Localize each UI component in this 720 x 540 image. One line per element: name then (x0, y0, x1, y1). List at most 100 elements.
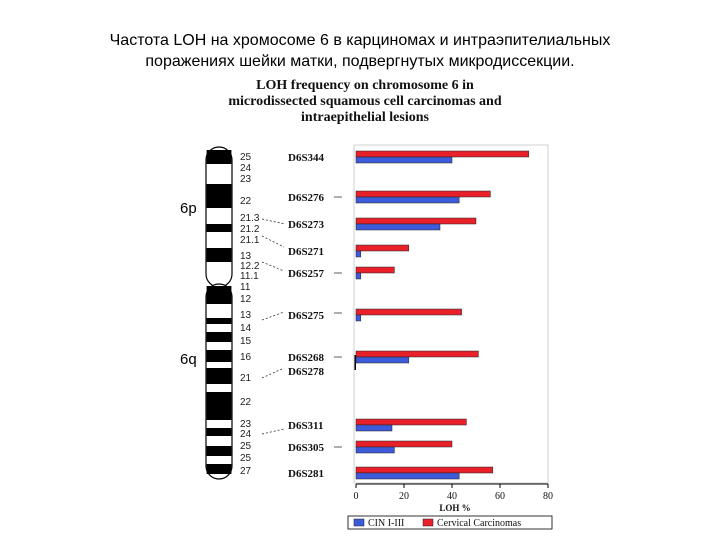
x-tick-label: 20 (399, 491, 409, 502)
slide-title: Частота LOH на хромосоме 6 в карциномах … (40, 30, 680, 72)
leader-line (261, 367, 285, 379)
chromosome-band-q-7 (206, 332, 232, 342)
legend-box (347, 515, 553, 530)
chromosome-band-p-2 (206, 184, 232, 208)
band-label: 21 (240, 373, 252, 384)
band-label: 13 (240, 310, 252, 321)
band-label: 24 (240, 163, 252, 174)
marker-label-d6s344: D6S344 (288, 152, 325, 164)
band-label: 27 (240, 466, 252, 477)
band-label: 21.1 (240, 235, 260, 246)
legend-swatch-carcinoma (422, 518, 434, 527)
marker-label-d6s305: D6S305 (288, 442, 325, 454)
chromosome-band-p-1 (206, 150, 232, 164)
leader-line (261, 218, 286, 225)
band-label: 13 (240, 251, 252, 262)
bar-d6s257-carcinoma (355, 266, 395, 274)
bar-d6s268-carcinoma (355, 350, 479, 358)
bar-d6s305-carcinoma (355, 440, 453, 448)
chart-title-line-3: intraepithelial lesions (301, 110, 429, 125)
bar-d6s273-cin (355, 223, 441, 231)
arm-label-6q: 6q (180, 351, 197, 368)
band-label: 25 (240, 152, 252, 163)
bar-d6s311-carcinoma (355, 418, 467, 426)
marker-label-d6s268: D6S268 (288, 352, 325, 364)
chart-legend: CIN I-III Cervical Carcinomas (347, 515, 553, 530)
leader-line (261, 235, 285, 248)
bar-d6s275-carcinoma (355, 308, 462, 316)
band-label: 12 (240, 294, 252, 305)
chromosome-band-q-6 (206, 318, 232, 324)
chromosome-band-q-12 (206, 446, 232, 456)
marker-label-d6s281: D6S281 (288, 468, 324, 480)
band-label: 25 (240, 453, 252, 464)
legend-label-carcinoma: Cervical Carcinomas (437, 518, 521, 529)
chart-title-line-2: microdissected squamous cell carcinomas … (228, 94, 502, 109)
bar-d6s273-carcinoma (355, 217, 477, 225)
x-tick-label: 60 (495, 491, 505, 502)
marker-label-d6s257: D6S257 (288, 268, 325, 280)
bar-d6s276-carcinoma (355, 190, 491, 198)
bar-d6s271-cin (355, 250, 362, 258)
plot-frame (353, 144, 549, 484)
band-label: 12.2 (240, 261, 260, 272)
band-label: 21.2 (240, 224, 260, 235)
marker-label-d6s273: D6S273 (288, 219, 325, 231)
band-label: 25 (240, 441, 252, 452)
chromosome-ideogram: 6p 6q (180, 146, 233, 480)
marker-label-d6s276: D6S276 (288, 192, 325, 204)
bar-d6s281-cin (355, 472, 460, 480)
bar-d6s257-cin (355, 272, 362, 280)
bar-d6s268-cin (355, 356, 410, 364)
bar-d6s305-cin (355, 446, 395, 454)
marker-label-d6s275: D6S275 (288, 310, 325, 322)
x-tick-label: 80 (543, 491, 553, 502)
band-label: 22 (240, 196, 252, 207)
bar-d6s275-cin (355, 314, 362, 322)
band-label: 14 (240, 323, 252, 334)
leader-line (261, 311, 285, 321)
x-axis-title: LOH % (439, 503, 470, 513)
x-tick-label: 40 (447, 491, 457, 502)
chromosome-band-q-5 (206, 286, 232, 304)
chromosome-band-q-9 (206, 368, 232, 384)
legend-swatch-cin (353, 518, 365, 527)
x-axis: 0 20 40 60 80 LOH % (354, 483, 553, 513)
band-label: 22 (240, 397, 252, 408)
band-label: 24 (240, 429, 252, 440)
legend-label-cin: CIN I-III (368, 518, 404, 529)
chromosome-band-p-4 (206, 248, 232, 262)
chart-title: LOH frequency on chromosome 6 in microdi… (150, 78, 580, 126)
band-label: 11 (240, 282, 251, 293)
marker-label-d6s278: D6S278 (288, 366, 325, 378)
band-label: 21.3 (240, 213, 260, 224)
chromosome-band-q-11 (206, 428, 232, 436)
chromosome-band-q-10 (206, 392, 232, 420)
leader-line (261, 428, 285, 435)
bar-d6s276-cin (355, 196, 460, 204)
band-label: 11.1 (240, 271, 259, 282)
bar-d6s344-cin (355, 156, 453, 164)
bar-d6s311-cin (355, 424, 393, 432)
chart-title-line-1: LOH frequency on chromosome 6 in (256, 78, 474, 93)
marker-leader-lines (261, 196, 356, 448)
band-label: 15 (240, 336, 252, 347)
bar-d6s281-carcinoma (355, 466, 494, 474)
slide-title-line-1: Частота LOH на хромосоме 6 в карциномах … (109, 32, 611, 49)
chromosome-band-q-8 (206, 350, 232, 362)
marker-label-d6s271: D6S271 (288, 246, 324, 258)
marker-label-d6s311: D6S311 (288, 420, 323, 432)
band-label: 16 (240, 352, 252, 363)
arm-label-6p: 6p (180, 200, 197, 217)
slide-title-line-2: поражениях шейки матки, подвергнутых мик… (145, 53, 575, 70)
band-label: 23 (240, 419, 252, 430)
x-tick-label: 0 (354, 491, 359, 502)
marker-labels: D6S344 D6S276 D6S273 D6S271 D6S257 D6S275 D6S2… (288, 152, 325, 480)
bar-series (355, 150, 530, 480)
bar-d6s344-carcinoma (355, 150, 530, 158)
band-label: 23 (240, 174, 252, 185)
band-labels: 2524232221.321.221.11312.211.11112131415… (240, 152, 260, 477)
chromosome-band-q-13 (206, 464, 232, 474)
chromosome-band-p-3 (206, 224, 232, 232)
leader-line (261, 261, 285, 272)
